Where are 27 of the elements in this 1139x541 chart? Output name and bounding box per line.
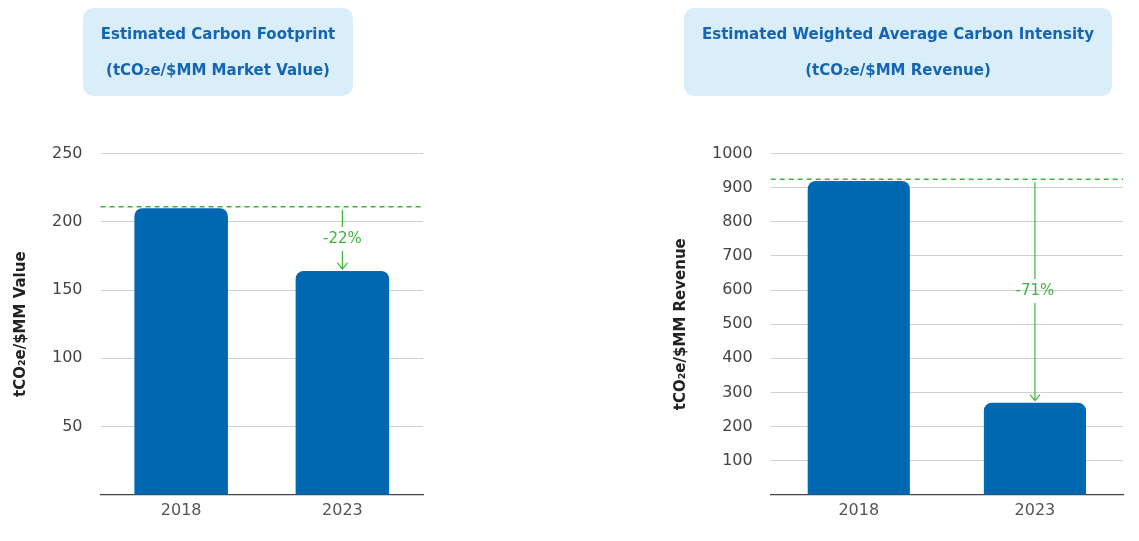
y-tick-label: 300: [722, 381, 753, 401]
y-axis-title: tCO₂e/$MM Revenue: [670, 238, 689, 411]
y-tick-label: 100: [722, 449, 753, 469]
x-tick-label: 2023: [1014, 499, 1056, 519]
y-tick-label: 150: [51, 279, 83, 299]
y-tick-label: 700: [722, 245, 753, 265]
chart-title: Estimated Carbon Footprint: [100, 24, 336, 45]
y-tick-label: 250: [51, 142, 83, 162]
y-tick-label: 800: [722, 211, 753, 230]
y-tick-label: 200: [722, 415, 753, 435]
y-tick-label: 50: [62, 415, 83, 435]
y-tick-label: 100: [51, 347, 83, 367]
y-tick-label: 900: [722, 176, 753, 196]
y-axis-title: tCO₂e/$MM Value: [10, 251, 29, 397]
y-tick-label: 1000: [712, 142, 753, 162]
y-tick-label: 200: [51, 211, 83, 230]
x-tick-label: 2018: [160, 499, 202, 519]
x-tick-label: 2018: [838, 499, 880, 519]
annotation: -22%: [323, 228, 362, 247]
y-tick-label: 400: [722, 347, 753, 367]
chart-subtitle: (tCO₂e/$MM Market Value): [105, 60, 331, 81]
chart-title: Estimated Weighted Average Carbon Intensity: [701, 24, 1095, 45]
y-tick-label: 600: [722, 279, 753, 299]
x-tick-label: 2023: [322, 499, 363, 519]
chart-subtitle: (tCO₂e/$MM Revenue): [804, 60, 992, 81]
y-tick-label: 500: [722, 313, 753, 333]
annotation: -71%: [1015, 280, 1055, 299]
